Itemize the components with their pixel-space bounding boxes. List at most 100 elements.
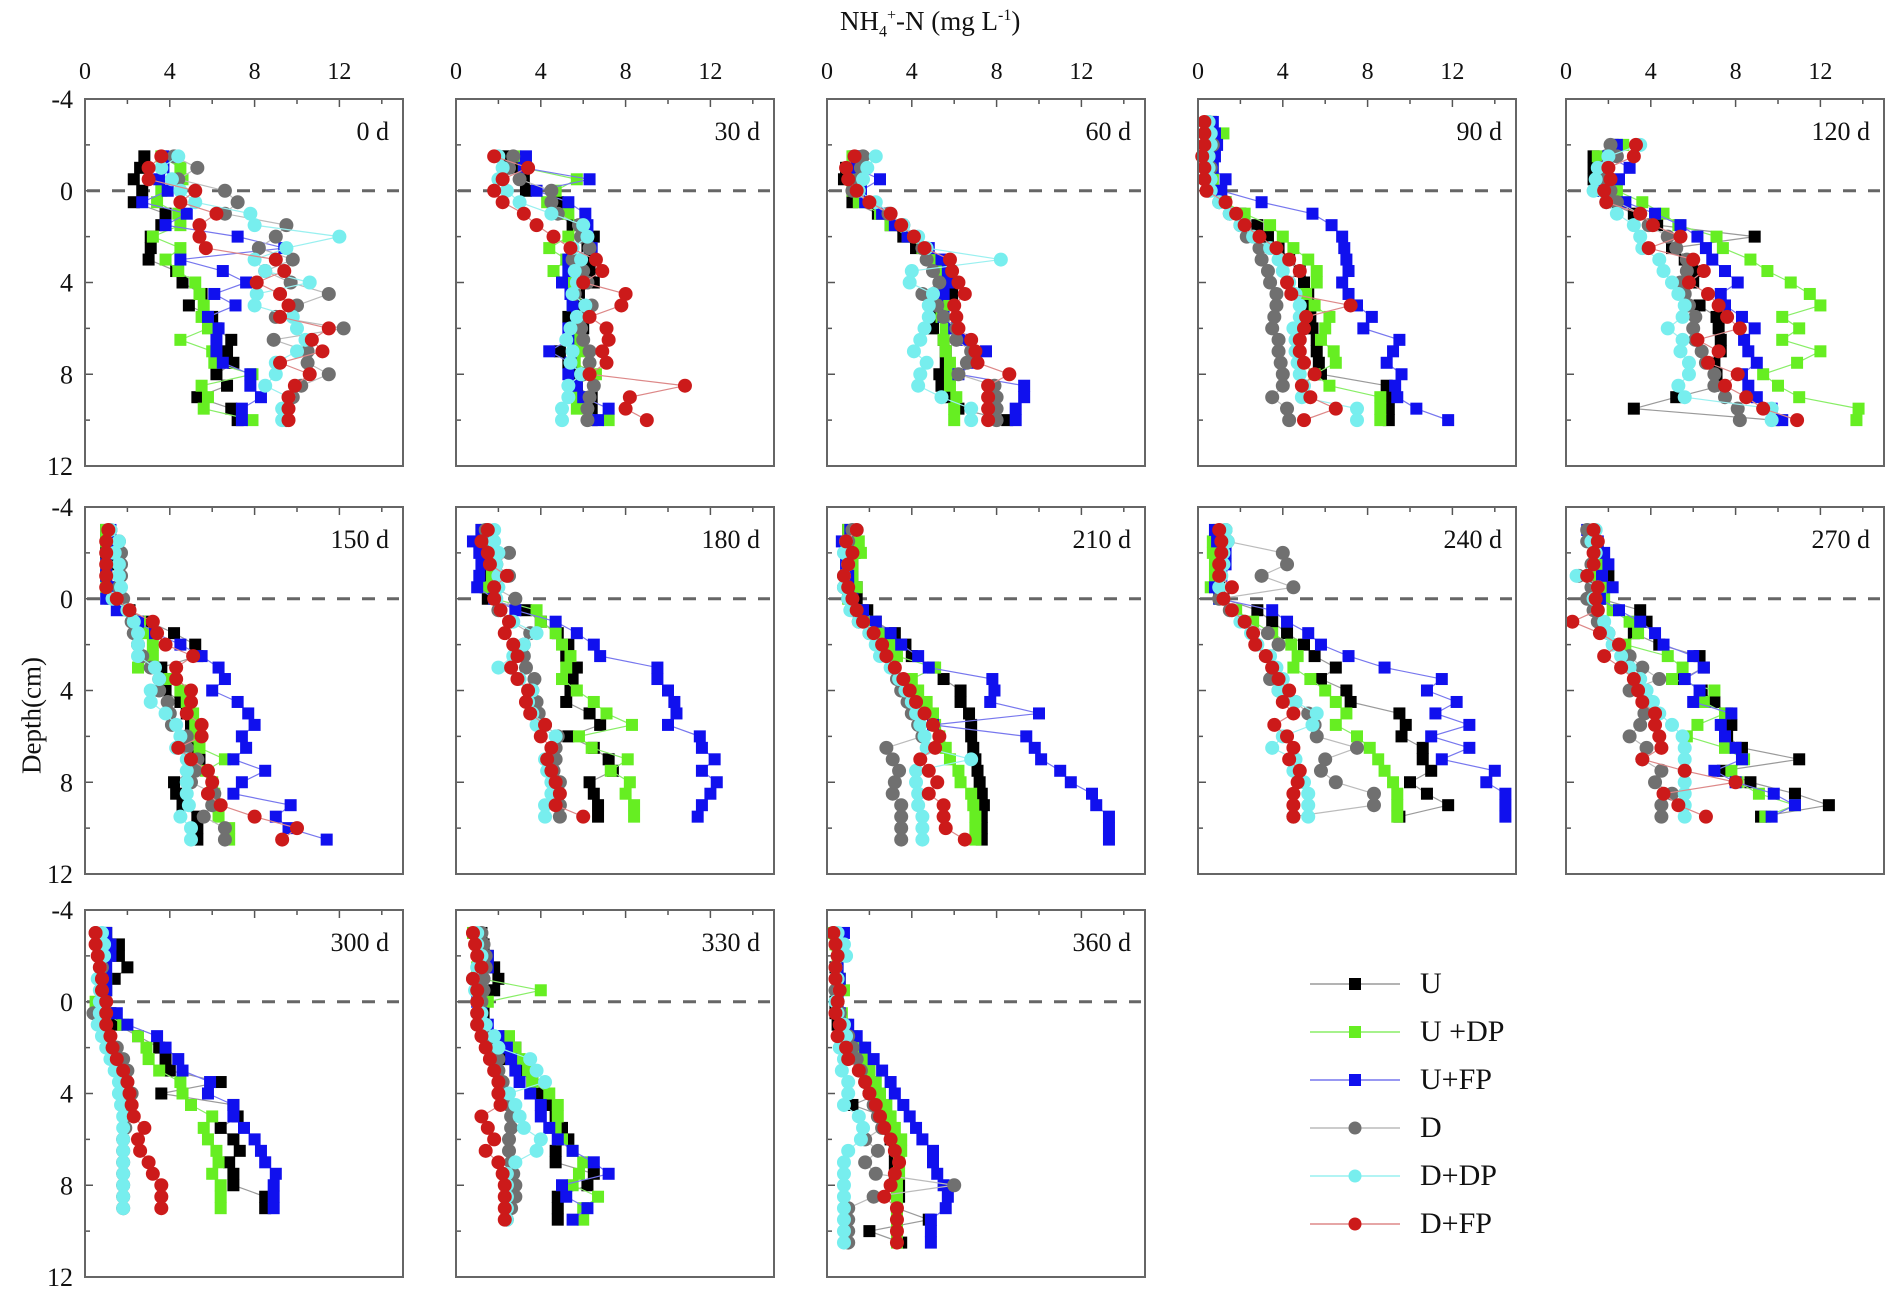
data-point [967, 799, 980, 812]
data-point [1592, 626, 1607, 641]
data-point [470, 1017, 485, 1032]
data-point [583, 707, 596, 720]
legend-item: D [1310, 1104, 1504, 1152]
data-point [1374, 402, 1387, 415]
y-tick-label: 12 [47, 452, 73, 481]
data-point [240, 276, 253, 289]
data-point [555, 413, 569, 428]
data-point [1318, 752, 1333, 767]
data-point [1308, 299, 1321, 312]
data-point [867, 1053, 880, 1066]
data-point [482, 557, 497, 572]
data-point [828, 971, 843, 986]
data-point [154, 1178, 169, 1193]
data-point [1803, 287, 1816, 300]
data-point [945, 264, 960, 279]
data-point [927, 1144, 939, 1157]
data-point [111, 568, 126, 583]
data-point [173, 183, 188, 198]
data-point [1675, 332, 1690, 347]
data-point [225, 333, 238, 346]
data-point [628, 810, 641, 823]
data-point [233, 1144, 246, 1157]
data-point [1271, 344, 1286, 359]
data-point [1212, 580, 1227, 595]
data-point [911, 798, 926, 813]
data-point [1641, 241, 1656, 256]
data-point [465, 971, 480, 986]
data-point [516, 206, 531, 221]
panel-label: 270 d [1812, 525, 1871, 554]
data-point [1822, 799, 1835, 812]
data-point [560, 1190, 573, 1203]
data-point [880, 1098, 893, 1111]
data-point [1395, 368, 1408, 381]
data-point [602, 414, 615, 427]
data-point [1687, 695, 1700, 708]
data-point [579, 207, 592, 220]
data-point [1292, 264, 1307, 279]
data-point [137, 1120, 152, 1135]
data-point [470, 948, 485, 963]
data-point [174, 242, 187, 255]
data-point [1197, 114, 1212, 129]
data-point [1197, 126, 1212, 141]
data-point [131, 649, 145, 664]
data-point [1654, 798, 1669, 813]
data-point [184, 821, 198, 836]
data-point [887, 1143, 902, 1158]
panel-60d: 0 4 8 12 60 d [821, 59, 1146, 467]
data-point [529, 626, 544, 641]
data-point [574, 321, 589, 336]
data-point [168, 627, 181, 640]
data-point [1623, 615, 1636, 628]
data-point [1627, 402, 1640, 415]
data-point [121, 1018, 134, 1031]
data-point [182, 299, 195, 312]
data-point [533, 729, 548, 744]
data-point [1308, 650, 1321, 663]
data-point [1728, 775, 1743, 790]
data-point [114, 1097, 129, 1112]
data-point [896, 672, 911, 687]
data-point [1742, 379, 1755, 392]
data-point [1282, 252, 1297, 267]
data-point [623, 776, 636, 789]
data-point [227, 1110, 240, 1123]
data-point [1793, 391, 1806, 404]
data-point [151, 1030, 164, 1043]
data-point [1603, 172, 1618, 187]
data-point [495, 172, 510, 187]
data-point [495, 160, 510, 175]
data-point [604, 764, 617, 777]
data-point [126, 1109, 141, 1124]
data-point [1606, 581, 1619, 594]
data-point [173, 809, 188, 824]
data-point [852, 535, 865, 548]
data-point [336, 321, 351, 336]
data-point [933, 368, 946, 381]
panel-120d: 0 4 8 12 120 d [1560, 59, 1885, 467]
data-point [614, 298, 629, 313]
data-point [1393, 707, 1406, 720]
data-point [1738, 333, 1751, 346]
data-point [249, 286, 264, 301]
data-point [184, 694, 198, 709]
data-point [1711, 344, 1726, 359]
data-point [936, 798, 951, 813]
data-point [213, 798, 228, 813]
data-point [549, 627, 562, 640]
data-point [1748, 322, 1761, 335]
panel-label: 60 d [1086, 117, 1132, 146]
data-point [560, 661, 573, 674]
data-point [99, 1006, 114, 1021]
data-point [1416, 753, 1429, 766]
data-point [1673, 344, 1688, 359]
data-point [567, 264, 582, 279]
data-point [1614, 649, 1629, 664]
panel-frame [455, 506, 775, 875]
data-point [924, 1236, 937, 1249]
data-point [971, 764, 984, 777]
data-point [1645, 218, 1660, 233]
x-tick-label: 4 [535, 59, 547, 85]
